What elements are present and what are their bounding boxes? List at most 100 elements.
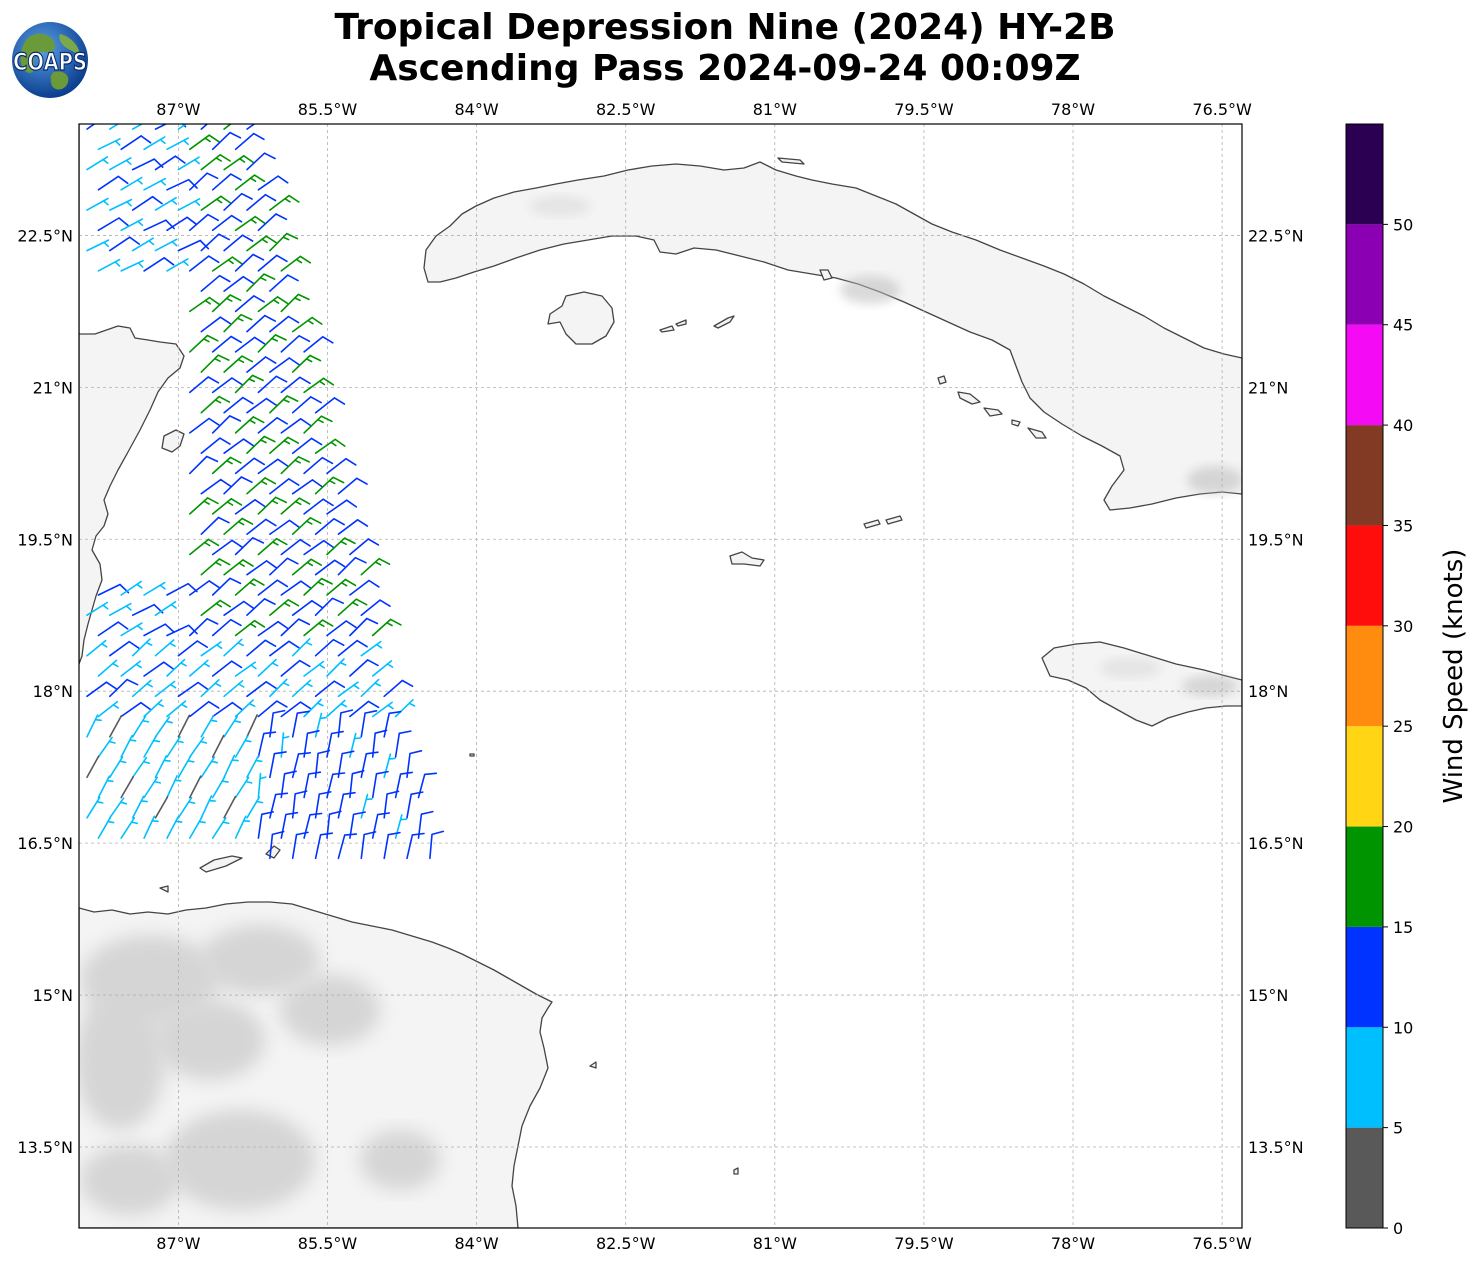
wind-barb — [360, 640, 383, 657]
wind-barb — [303, 415, 333, 434]
wind-barb — [337, 519, 369, 535]
colorbar-bin — [1346, 1127, 1383, 1228]
colorbar-bin — [1346, 726, 1383, 827]
grand-cayman — [729, 551, 765, 567]
lat-tick-label: 13.5°N — [17, 1138, 73, 1157]
wind-barbs — [86, 124, 445, 860]
wind-barb — [166, 658, 187, 677]
lat-tick-label: 16.5°N — [1248, 834, 1304, 853]
wind-barb — [360, 599, 391, 616]
wind-barb — [303, 812, 323, 839]
wind-barb — [97, 659, 119, 677]
lon-tick-label: 85.5°W — [298, 1234, 358, 1253]
wind-barb — [166, 816, 183, 839]
cuban-keys — [659, 157, 1047, 439]
wind-barb — [257, 175, 289, 191]
wind-barb — [86, 124, 96, 130]
colorbar-tick-label: 10 — [1393, 1018, 1413, 1037]
wind-barb — [211, 498, 243, 515]
wind-barb — [200, 795, 216, 819]
wind-barb — [234, 174, 266, 191]
lon-tick-label: 81°W — [753, 1234, 797, 1253]
wind-barb — [189, 775, 202, 799]
wind-barb — [200, 195, 232, 211]
wind-barb — [211, 256, 243, 272]
wind-barb — [291, 437, 323, 454]
wind-barb — [189, 255, 220, 272]
wind-barb — [211, 214, 243, 232]
colorbar-tick-label: 40 — [1393, 416, 1413, 435]
wind-barb — [86, 714, 102, 738]
wind-barb — [177, 755, 195, 779]
wind-barb — [189, 659, 211, 677]
wind-barb — [280, 618, 311, 637]
wind-barb — [291, 558, 322, 576]
wind-barb — [200, 679, 222, 698]
lat-tick-label: 15°N — [33, 986, 73, 1005]
title-line-2: Ascending Pass 2024-09-24 00:09Z — [369, 48, 1081, 89]
wind-barb — [223, 275, 254, 292]
wind-barb — [200, 233, 230, 252]
map-area: 87°W 87°W 85.5°W 85.5°W 84°W 84°W 82.5°W 82.5°W… — [17, 100, 1303, 1253]
wind-barb — [189, 618, 219, 637]
wind-barb — [406, 791, 424, 819]
wind-barb — [246, 193, 277, 211]
wind-barb — [257, 458, 289, 475]
wind-barb — [97, 775, 114, 799]
wind-barb — [303, 539, 335, 556]
wind-barb — [211, 131, 242, 151]
lat-tick-label: 18°N — [1248, 682, 1288, 701]
wind-barb — [109, 797, 128, 819]
lat-tick-label: 16.5°N — [17, 834, 73, 853]
colorbar-tick-label: 20 — [1393, 818, 1413, 837]
wind-barb — [280, 811, 299, 839]
wind-barb — [371, 618, 402, 637]
wind-barb — [303, 377, 335, 394]
wind-barb — [349, 538, 380, 556]
wind-barb — [211, 776, 229, 799]
small-islands — [469, 753, 739, 1175]
lon-tick-label: 78°W — [1051, 100, 1095, 119]
wind-barb — [291, 316, 323, 333]
lat-tick-label: 19.5°N — [1248, 530, 1304, 549]
wind-barb — [269, 599, 300, 616]
wind-barb — [223, 313, 253, 333]
wind-barb — [337, 791, 356, 819]
wind-barb — [143, 735, 161, 758]
wind-barb — [200, 478, 232, 495]
wind-barb — [120, 135, 152, 151]
wind-barb — [291, 600, 323, 616]
wind-barb — [154, 796, 169, 819]
wind-barb — [177, 198, 201, 211]
wind-barb — [360, 751, 379, 779]
wind-barb — [177, 714, 191, 738]
lon-tick-label: 79.5°W — [894, 100, 954, 119]
wind-barb — [143, 661, 175, 677]
wind-barb — [97, 175, 129, 191]
wind-barb — [234, 578, 265, 596]
wind-barb — [211, 173, 242, 191]
wind-barb — [280, 376, 311, 394]
cayman-brac — [885, 515, 903, 525]
wind-barb — [200, 641, 223, 657]
wind-barb — [349, 700, 380, 718]
wind-barb — [303, 456, 334, 475]
wind-barb — [223, 155, 255, 171]
wind-barb — [97, 700, 120, 718]
wind-barb — [257, 375, 288, 394]
wind-barb — [280, 538, 311, 556]
wind-barb — [189, 334, 219, 353]
wind-barb — [109, 640, 140, 657]
wind-barb — [189, 134, 220, 151]
wind-barb — [234, 537, 265, 556]
wind-barb — [189, 497, 219, 515]
wind-barb — [97, 736, 116, 758]
lon-tick-label: 87°W — [156, 100, 200, 119]
wind-barb — [291, 831, 309, 860]
wind-barb — [234, 416, 265, 434]
wind-barb — [269, 436, 299, 454]
wind-barb — [109, 157, 132, 171]
wind-barb — [211, 577, 242, 596]
wind-barb — [97, 621, 129, 637]
wind-barb — [280, 701, 312, 718]
